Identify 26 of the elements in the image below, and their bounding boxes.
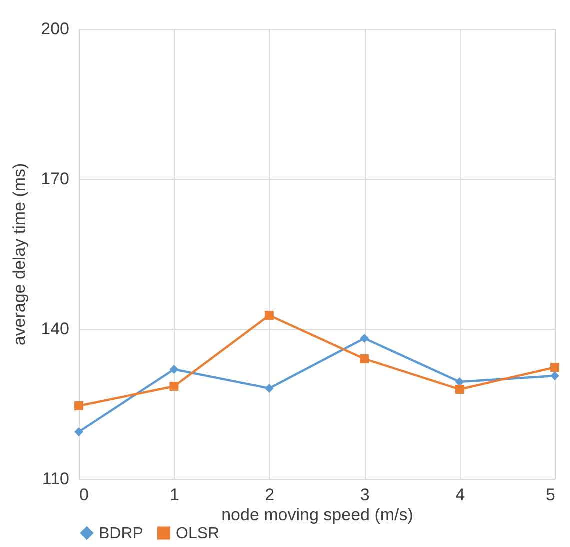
x-tick-label: 3	[360, 486, 370, 504]
y-tick-label: 200	[41, 20, 70, 38]
x-axis-title: node moving speed (m/s)	[222, 506, 414, 524]
point	[360, 334, 370, 343]
point	[264, 384, 274, 393]
y-tick-label: 170	[41, 170, 70, 188]
point	[74, 402, 84, 410]
x-tick-label: 5	[546, 486, 556, 504]
point	[74, 428, 84, 436]
y-tick-label: 140	[41, 320, 70, 338]
x-tick-label: 1	[170, 486, 180, 504]
legend-label: BDRP	[99, 525, 144, 542]
y-axis-title: average delay time (ms)	[10, 163, 30, 346]
legend-label: OLSR	[176, 525, 220, 542]
point	[550, 372, 560, 380]
y-tick-label: 110	[42, 470, 70, 488]
point	[360, 354, 370, 364]
point	[170, 382, 179, 391]
point	[550, 363, 560, 372]
x-tick-label: 0	[80, 486, 89, 504]
point	[170, 365, 179, 374]
point	[264, 311, 274, 320]
point	[455, 385, 464, 394]
point	[455, 378, 464, 386]
x-tick-label: 2	[265, 486, 275, 504]
x-tick-label: 4	[456, 486, 466, 504]
